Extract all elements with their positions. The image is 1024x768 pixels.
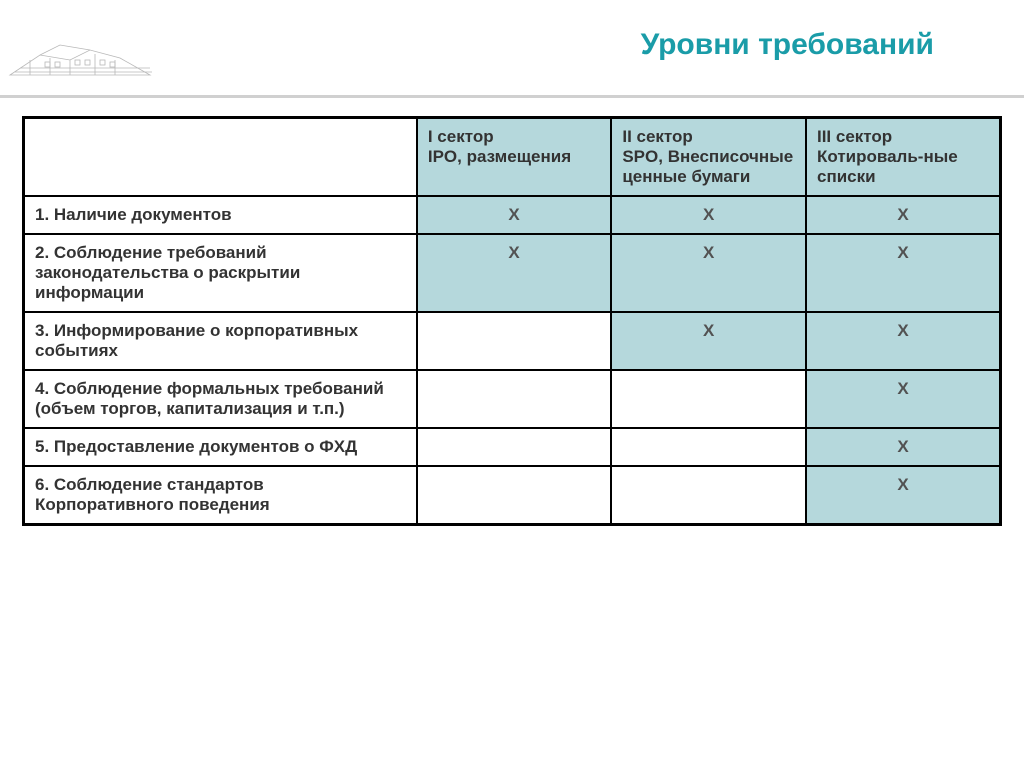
table-row: 3. Информирование о корпоративных событи… <box>24 312 1001 370</box>
building-sketch-icon <box>0 10 160 88</box>
header-sector-2: II сектор SPO, Внесписочные ценные бумаг… <box>611 118 806 197</box>
cell-mark: X <box>806 234 1001 312</box>
header-empty <box>24 118 417 197</box>
requirements-table: I сектор IPO, размещения II сектор SPO, … <box>22 116 1002 526</box>
row-label: 3. Информирование о корпоративных событи… <box>24 312 417 370</box>
cell-mark: X <box>611 312 806 370</box>
cell-mark <box>611 370 806 428</box>
cell-mark <box>417 466 611 525</box>
cell-mark: X <box>806 428 1001 466</box>
header-banner: Уровни требований <box>0 0 1024 98</box>
header-sector-3: III сектор Котироваль-ные списки <box>806 118 1001 197</box>
header-line: IPO, размещения <box>428 147 600 167</box>
cell-mark: X <box>806 466 1001 525</box>
header-sector-1: I сектор IPO, размещения <box>417 118 611 197</box>
cell-mark <box>417 312 611 370</box>
table-container: I сектор IPO, размещения II сектор SPO, … <box>0 98 1024 544</box>
table-row: 1. Наличие документовXXX <box>24 196 1001 234</box>
row-label: 6. Соблюдение стандартов Корпоративного … <box>24 466 417 525</box>
cell-mark <box>611 428 806 466</box>
row-label: 5. Предоставление документов о ФХД <box>24 428 417 466</box>
row-label: 4. Соблюдение формальных требований (объ… <box>24 370 417 428</box>
cell-mark: X <box>806 312 1001 370</box>
table-row: 4. Соблюдение формальных требований (объ… <box>24 370 1001 428</box>
header-line: SPO, Внесписочные ценные бумаги <box>622 147 795 187</box>
table-header-row: I сектор IPO, размещения II сектор SPO, … <box>24 118 1001 197</box>
header-line: III сектор <box>817 127 989 147</box>
header-line: I сектор <box>428 127 600 147</box>
cell-mark: X <box>806 196 1001 234</box>
table-row: 2. Соблюдение требований законодательств… <box>24 234 1001 312</box>
cell-mark: X <box>611 196 806 234</box>
cell-mark: X <box>417 196 611 234</box>
cell-mark: X <box>806 370 1001 428</box>
table-row: 6. Соблюдение стандартов Корпоративного … <box>24 466 1001 525</box>
table-row: 5. Предоставление документов о ФХД X <box>24 428 1001 466</box>
cell-mark: X <box>417 234 611 312</box>
cell-mark <box>417 428 611 466</box>
header-line: Котироваль-ные списки <box>817 147 989 187</box>
cell-mark: X <box>611 234 806 312</box>
row-label: 2. Соблюдение требований законодательств… <box>24 234 417 312</box>
cell-mark <box>417 370 611 428</box>
row-label: 1. Наличие документов <box>24 196 417 234</box>
page-title: Уровни требований <box>641 28 934 62</box>
cell-mark <box>611 466 806 525</box>
header-line: II сектор <box>622 127 795 147</box>
